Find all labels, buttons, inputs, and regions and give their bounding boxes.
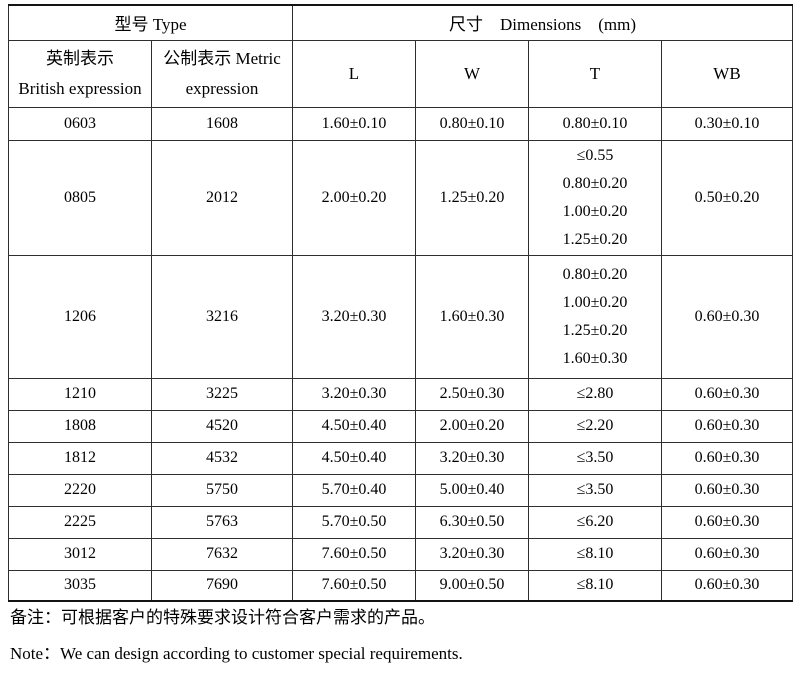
- table-row-0603: 0603 1608 1.60±0.10 0.80±0.10 0.80±0.10 …: [8, 106, 793, 141]
- cell-w: 1.25±0.20: [415, 139, 529, 256]
- cell-metric: 7690: [151, 569, 293, 602]
- cell-british: 0805: [8, 139, 152, 256]
- cell-t: 0.80±0.20 1.00±0.20 1.25±0.20 1.60±0.30: [528, 254, 662, 379]
- table-row-2225: 2225 5763 5.70±0.50 6.30±0.50 ≤6.20 0.60…: [8, 505, 793, 539]
- cell-l: 7.60±0.50: [292, 569, 416, 602]
- cell-t: ≤6.20: [528, 505, 662, 539]
- cell-british: 3035: [8, 569, 152, 602]
- cell-british: 1812: [8, 441, 152, 475]
- cell-w: 1.60±0.30: [415, 254, 529, 379]
- cell-l: 5.70±0.50: [292, 505, 416, 539]
- cell-l: 1.60±0.10: [292, 106, 416, 141]
- cell-wb: 0.60±0.30: [661, 409, 793, 443]
- table-row-3035: 3035 7690 7.60±0.50 9.00±0.50 ≤8.10 0.60…: [8, 569, 793, 602]
- dimensions-table: 型号 Type 尺寸 Dimensions (mm) 英制表示 British …: [8, 4, 793, 602]
- table-row-0805: 0805 2012 2.00±0.20 1.25±0.20 ≤0.55 0.80…: [8, 139, 793, 256]
- cell-t: ≤2.80: [528, 377, 662, 411]
- cell-british: 1210: [8, 377, 152, 411]
- cell-t: ≤2.20: [528, 409, 662, 443]
- cell-british: 2225: [8, 505, 152, 539]
- cell-wb: 0.60±0.30: [661, 377, 793, 411]
- cell-l: 4.50±0.40: [292, 409, 416, 443]
- cell-wb: 0.60±0.30: [661, 505, 793, 539]
- cell-w: 9.00±0.50: [415, 569, 529, 602]
- header-british-line1: 英制表示: [46, 48, 114, 68]
- cell-metric: 2012: [151, 139, 293, 256]
- cell-l: 5.70±0.40: [292, 473, 416, 507]
- cell-w: 2.50±0.30: [415, 377, 529, 411]
- header-col-l: L: [292, 39, 416, 108]
- cell-l: 3.20±0.30: [292, 254, 416, 379]
- cell-metric: 4532: [151, 441, 293, 475]
- note-english: Note：We can design according to customer…: [10, 644, 463, 663]
- cell-wb: 0.60±0.30: [661, 537, 793, 571]
- cell-british: 1206: [8, 254, 152, 379]
- table-row-3012: 3012 7632 7.60±0.50 3.20±0.30 ≤8.10 0.60…: [8, 537, 793, 571]
- cell-l: 3.20±0.30: [292, 377, 416, 411]
- header-type-group: 型号 Type: [8, 4, 293, 41]
- cell-metric: 4520: [151, 409, 293, 443]
- cell-t: ≤3.50: [528, 441, 662, 475]
- cell-metric: 1608: [151, 106, 293, 141]
- cell-w: 3.20±0.30: [415, 441, 529, 475]
- cell-wb: 0.50±0.20: [661, 139, 793, 256]
- cell-metric: 5750: [151, 473, 293, 507]
- cell-metric: 3216: [151, 254, 293, 379]
- header-metric-line2: expression: [185, 78, 259, 98]
- cell-w: 3.20±0.30: [415, 537, 529, 571]
- header-col-t: T: [528, 39, 662, 108]
- header-metric-line1: 公制表示 Metric: [163, 48, 281, 68]
- cell-t: ≤8.10: [528, 537, 662, 571]
- cell-wb: 0.30±0.10: [661, 106, 793, 141]
- table-row-1206: 1206 3216 3.20±0.30 1.60±0.30 0.80±0.20 …: [8, 254, 793, 379]
- note-chinese: 备注：可根据客户的特殊要求设计符合客户需求的产品。: [10, 608, 435, 627]
- header-col-w: W: [415, 39, 529, 108]
- cell-british: 3012: [8, 537, 152, 571]
- cell-metric: 7632: [151, 537, 293, 571]
- table-row-1808: 1808 4520 4.50±0.40 2.00±0.20 ≤2.20 0.60…: [8, 409, 793, 443]
- cell-l: 2.00±0.20: [292, 139, 416, 256]
- table-row-1210: 1210 3225 3.20±0.30 2.50±0.30 ≤2.80 0.60…: [8, 377, 793, 411]
- cell-wb: 0.60±0.30: [661, 254, 793, 379]
- cell-l: 4.50±0.40: [292, 441, 416, 475]
- header-group-row: 型号 Type 尺寸 Dimensions (mm): [8, 4, 793, 41]
- cell-w: 2.00±0.20: [415, 409, 529, 443]
- header-dimensions-group: 尺寸 Dimensions (mm): [292, 4, 793, 41]
- footnotes: 备注：可根据客户的特殊要求设计符合客户需求的产品。 Note：We can de…: [10, 608, 790, 679]
- cell-british: 1808: [8, 409, 152, 443]
- cell-t: 0.80±0.10: [528, 106, 662, 141]
- cell-t: ≤0.55 0.80±0.20 1.00±0.20 1.25±0.20: [528, 139, 662, 256]
- cell-w: 6.30±0.50: [415, 505, 529, 539]
- header-british-line2: British expression: [18, 78, 142, 98]
- cell-w: 5.00±0.40: [415, 473, 529, 507]
- header-col-wb: WB: [661, 39, 793, 108]
- table-row-1812: 1812 4532 4.50±0.40 3.20±0.30 ≤3.50 0.60…: [8, 441, 793, 475]
- cell-t: ≤8.10: [528, 569, 662, 602]
- header-metric-expression: 公制表示 Metric expression: [151, 39, 293, 108]
- cell-british: 0603: [8, 106, 152, 141]
- cell-wb: 0.60±0.30: [661, 473, 793, 507]
- cell-metric: 5763: [151, 505, 293, 539]
- cell-metric: 3225: [151, 377, 293, 411]
- header-british-expression: 英制表示 British expression: [8, 39, 152, 108]
- cell-wb: 0.60±0.30: [661, 441, 793, 475]
- cell-british: 2220: [8, 473, 152, 507]
- cell-w: 0.80±0.10: [415, 106, 529, 141]
- cell-wb: 0.60±0.30: [661, 569, 793, 602]
- header-columns-row: 英制表示 British expression 公制表示 Metric expr…: [8, 39, 793, 108]
- table-row-2220: 2220 5750 5.70±0.40 5.00±0.40 ≤3.50 0.60…: [8, 473, 793, 507]
- cell-l: 7.60±0.50: [292, 537, 416, 571]
- cell-t: ≤3.50: [528, 473, 662, 507]
